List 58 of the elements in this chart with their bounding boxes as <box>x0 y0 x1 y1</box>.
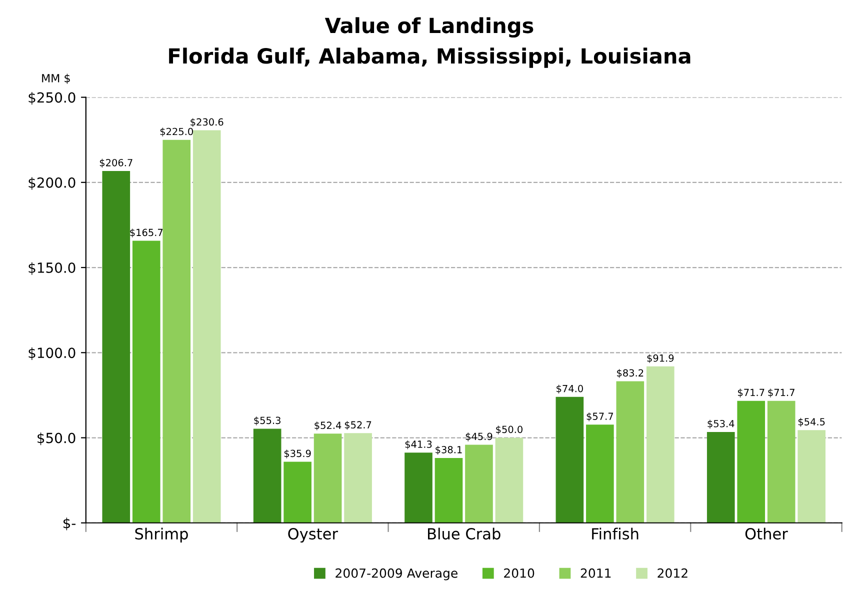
bar <box>767 400 796 523</box>
bar <box>706 432 735 523</box>
data-label: $45.9 <box>466 432 492 442</box>
bar <box>314 434 342 523</box>
legend-label: 2007-2009 Average <box>336 568 458 580</box>
y-tick-label: $100.0 <box>28 347 76 360</box>
data-label: $57.7 <box>586 412 614 422</box>
chart-title: Value of Landings <box>324 17 534 38</box>
data-label: $38.1 <box>436 446 462 455</box>
bar <box>284 462 312 523</box>
bar <box>586 424 614 523</box>
data-label: $50.0 <box>496 426 522 434</box>
y-tick-label: $- <box>63 518 76 530</box>
bar <box>102 170 130 523</box>
data-label: $83.2 <box>617 369 644 378</box>
data-label: $53.4 <box>708 420 734 429</box>
bar <box>344 433 372 523</box>
data-label: $225.0 <box>160 128 193 136</box>
data-label: $71.7 <box>738 388 764 398</box>
bar <box>192 130 221 523</box>
data-label: $41.3 <box>405 440 432 450</box>
bar <box>162 140 191 523</box>
bar <box>404 452 432 523</box>
bar <box>798 430 826 523</box>
legend-label: 2011 <box>580 568 611 578</box>
legend-label: 2010 <box>504 568 534 578</box>
data-label: $165.7 <box>130 228 163 238</box>
x-tick-label: Blue Crab <box>428 528 500 540</box>
data-label: $91.9 <box>647 354 674 364</box>
x-tick-label: Finfish <box>592 528 638 540</box>
data-label: $54.5 <box>798 418 825 427</box>
x-tick-label: Shrimp <box>135 528 188 543</box>
bar <box>434 458 463 523</box>
y-axis-title: MM $ <box>42 74 70 84</box>
data-label: $52.7 <box>344 420 372 430</box>
bar <box>253 428 282 523</box>
bar <box>465 444 493 523</box>
y-tick-label: $150.0 <box>28 262 76 275</box>
bar <box>132 240 160 523</box>
chart-subtitle: Florida Gulf, Alabama, Mississippi, Louisiana <box>169 48 690 68</box>
data-label: $55.3 <box>254 416 280 426</box>
y-tick-label: $50.0 <box>38 432 76 446</box>
bar <box>737 400 766 523</box>
legend-label: 2012 <box>658 568 688 578</box>
bar <box>556 396 584 523</box>
y-tick-label: $200.0 <box>28 177 76 190</box>
bar <box>646 366 674 523</box>
y-tick-label: $250.0 <box>28 92 76 105</box>
data-label: $71.7 <box>768 388 794 398</box>
data-label: $35.9 <box>284 450 311 458</box>
data-label: $230.6 <box>190 118 224 127</box>
x-tick-label: Other <box>745 528 788 540</box>
x-tick-label: Oyster <box>288 528 338 543</box>
data-label: $52.4 <box>314 421 342 430</box>
data-label: $206.7 <box>100 158 132 168</box>
data-label: $74.0 <box>556 384 583 394</box>
bar <box>495 438 524 523</box>
bar <box>616 381 644 523</box>
